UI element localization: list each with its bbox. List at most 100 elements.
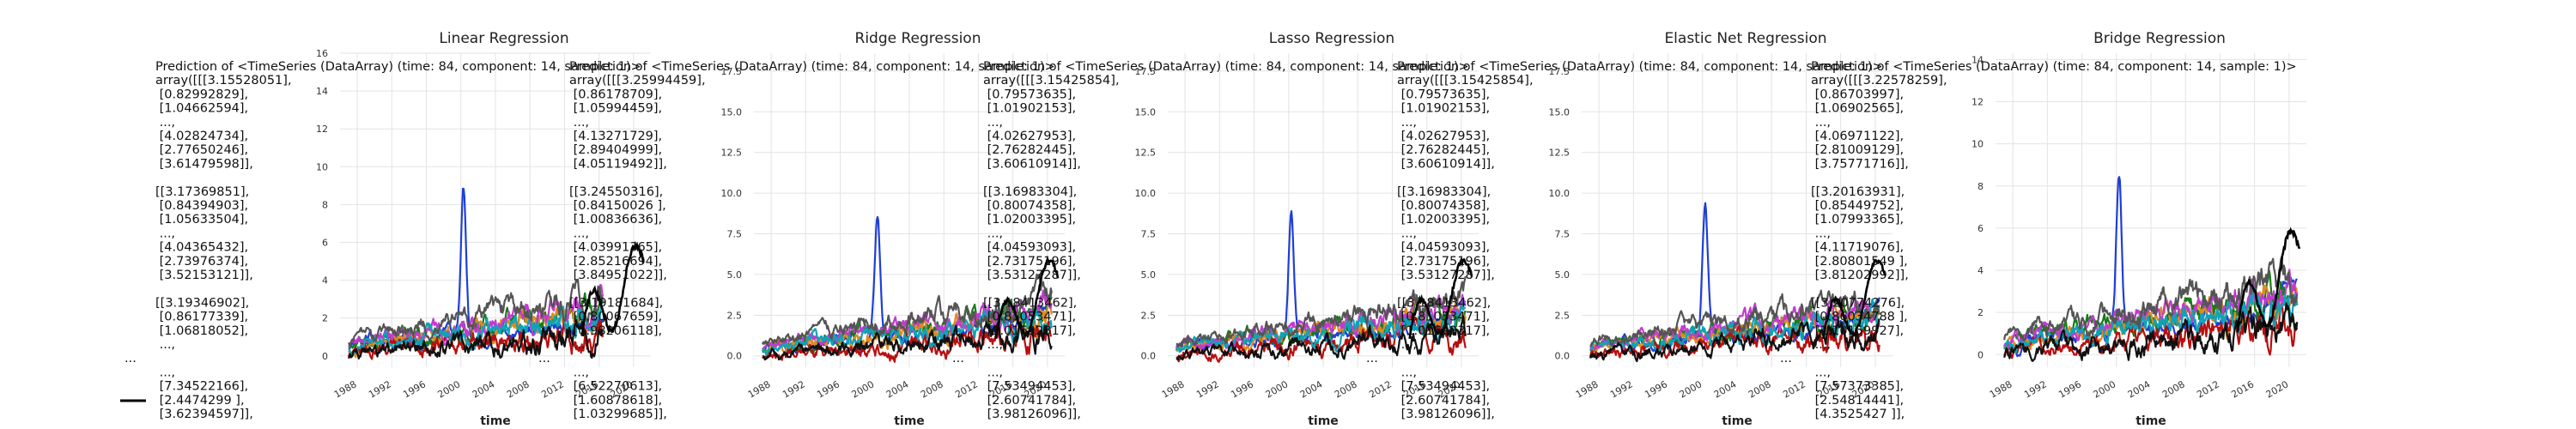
x-tick-label: 1988 xyxy=(1574,378,1601,400)
legend-line: [3.53127287]], xyxy=(1397,269,1495,282)
legend-line: [2.77650246], xyxy=(155,143,248,157)
series-line xyxy=(1589,298,1880,353)
legend-line: array([[[3.15425854], xyxy=(1397,74,1534,88)
legend-line: array([[[3.22578259], xyxy=(1811,74,1947,88)
y-tick-label: 6 xyxy=(322,237,328,248)
y-tick-label: 10 xyxy=(1971,139,1984,150)
y-tick-label: 6 xyxy=(1978,223,1984,234)
legend-text: Prediction of <TimeSeries (DataArray) (t… xyxy=(952,60,1469,421)
legend-line: [[3.18413462], xyxy=(983,296,1077,310)
legend-line: [3.98126096]], xyxy=(983,408,1081,421)
x-tick-label: 1992 xyxy=(781,378,807,400)
x-tick-label: 2008 xyxy=(1747,378,1773,400)
y-tick-label: 2.5 xyxy=(1141,310,1157,321)
x-tick-label: 2008 xyxy=(919,378,945,400)
legend-line: ..., xyxy=(1811,227,1831,240)
legend-line: [2.4474299 ], xyxy=(155,394,245,408)
x-axis-label: time xyxy=(1722,414,1753,428)
y-tick-label: 7.5 xyxy=(727,228,743,239)
legend-line: [0.98206118], xyxy=(569,324,662,338)
legend-line: [1.00836636], xyxy=(569,213,662,227)
x-tick-label: 2012 xyxy=(1367,378,1394,400)
legend-line: array([[[3.15425854], xyxy=(983,74,1120,88)
legend-line: ..., xyxy=(569,338,589,352)
y-tick-label: 5.0 xyxy=(1555,269,1571,281)
y-tick-label: 7.5 xyxy=(1555,228,1571,239)
legend-line: [[3.19346902], xyxy=(155,296,249,310)
legend-line: [0.81053471], xyxy=(983,311,1076,324)
legend-text: Prediction of <TimeSeries (DataArray) (t… xyxy=(1780,60,2297,421)
legend-line: [4.04593093], xyxy=(983,241,1076,255)
legend-line: [0.86703997], xyxy=(1811,88,1904,101)
legend-line: [[3.20774276], xyxy=(1811,296,1905,310)
legend-line: [7.53494453], xyxy=(1397,380,1490,394)
legend-line: [1.05994459], xyxy=(569,102,662,116)
y-tick-label: 10.0 xyxy=(1549,188,1571,199)
legend-line: [0.82992829], xyxy=(155,88,248,101)
y-tick-label: 15.0 xyxy=(1135,106,1157,118)
x-tick-label: 2004 xyxy=(471,378,497,400)
series-line xyxy=(348,278,604,347)
x-tick-label: 2000 xyxy=(850,378,877,400)
x-tick-label: 2012 xyxy=(1781,378,1807,400)
legend-line: [3.60610914]], xyxy=(1397,157,1495,171)
legend-line: [0.80074358], xyxy=(983,199,1076,213)
legend-line: ..., xyxy=(569,116,589,130)
legend-line: Prediction of <TimeSeries (DataArray) (t… xyxy=(1811,60,2297,74)
x-tick-label: 1992 xyxy=(1194,378,1221,400)
x-tick-label: 1996 xyxy=(815,378,841,400)
legend-text: Prediction of <TimeSeries (DataArray) (t… xyxy=(1366,60,1883,421)
y-tick-label: 10.0 xyxy=(721,188,743,199)
x-tick-label: 1992 xyxy=(1608,378,1635,400)
legend-line: [0.79573635], xyxy=(983,88,1076,101)
x-tick-label: 2008 xyxy=(505,378,532,400)
legend-line: [2.60741784], xyxy=(1397,394,1490,408)
legend-line: ..., xyxy=(569,227,589,240)
legend-line: [[3.24550316], xyxy=(569,185,663,199)
legend-line: [2.80801549 ], xyxy=(1811,255,1908,269)
x-tick-label: 1992 xyxy=(367,378,393,400)
legend-line xyxy=(1811,172,1815,185)
x-tick-label: 1988 xyxy=(746,378,773,400)
legend-line xyxy=(155,282,160,296)
series-line xyxy=(348,319,604,360)
legend-line: [3.84951022]], xyxy=(569,269,667,282)
legend-line: [7.57373385], xyxy=(1811,380,1904,394)
legend-line xyxy=(983,282,987,296)
legend-line: Prediction of <TimeSeries (DataArray) (t… xyxy=(155,60,641,74)
y-tick-label: 0.0 xyxy=(1555,351,1571,362)
legend-line: ..., xyxy=(1811,366,1831,379)
legend-text: Prediction of <TimeSeries (DataArray) (t… xyxy=(538,60,1055,421)
legend-line: [4.11719076], xyxy=(1811,241,1904,255)
x-tick-label: 2004 xyxy=(2126,378,2153,400)
legend-line: [4.02627953], xyxy=(983,130,1076,143)
legend-line: [4.04365432], xyxy=(155,241,248,255)
y-tick-label: 2 xyxy=(322,313,328,324)
legend-text: Prediction of <TimeSeries (DataArray) (t… xyxy=(125,60,641,421)
y-tick-label: 12.5 xyxy=(1549,148,1571,159)
y-tick-label: 12 xyxy=(316,124,328,135)
legend-line xyxy=(1397,282,1401,296)
legend-line: [1.03299685]], xyxy=(569,408,667,421)
legend-line: [0.80074358], xyxy=(1397,199,1490,213)
x-tick-label: 1996 xyxy=(1643,378,1669,400)
legend-line xyxy=(1397,172,1401,185)
y-tick-label: 14 xyxy=(1971,54,1984,65)
legend-line: [0.79573635], xyxy=(1397,88,1490,101)
x-tick-label: 1992 xyxy=(2022,378,2049,400)
legend-line: [0.81053471], xyxy=(1397,311,1490,324)
y-tick-label: 2.5 xyxy=(1555,310,1571,321)
legend-line: [[3.16983304], xyxy=(1397,185,1491,199)
legend-line: [4.02824734], xyxy=(155,130,248,143)
x-tick-label: 2004 xyxy=(1712,378,1739,400)
legend-line: [2.85216694], xyxy=(569,255,662,269)
legend-line: [2.73175196], xyxy=(983,255,1076,269)
legend-line: [3.62394597]], xyxy=(155,408,253,421)
y-tick-label: 15.0 xyxy=(721,106,743,118)
x-tick-label: 2008 xyxy=(1333,378,1359,400)
legend-line: ... xyxy=(538,352,550,366)
legend-line: ..., xyxy=(983,338,1003,352)
chart-title: Ridge Regression xyxy=(855,30,981,47)
chart-panel-2: Lasso Regression 0.0 2.5 5.0 7.5 10.0 12.5 15.0… xyxy=(952,30,1479,428)
